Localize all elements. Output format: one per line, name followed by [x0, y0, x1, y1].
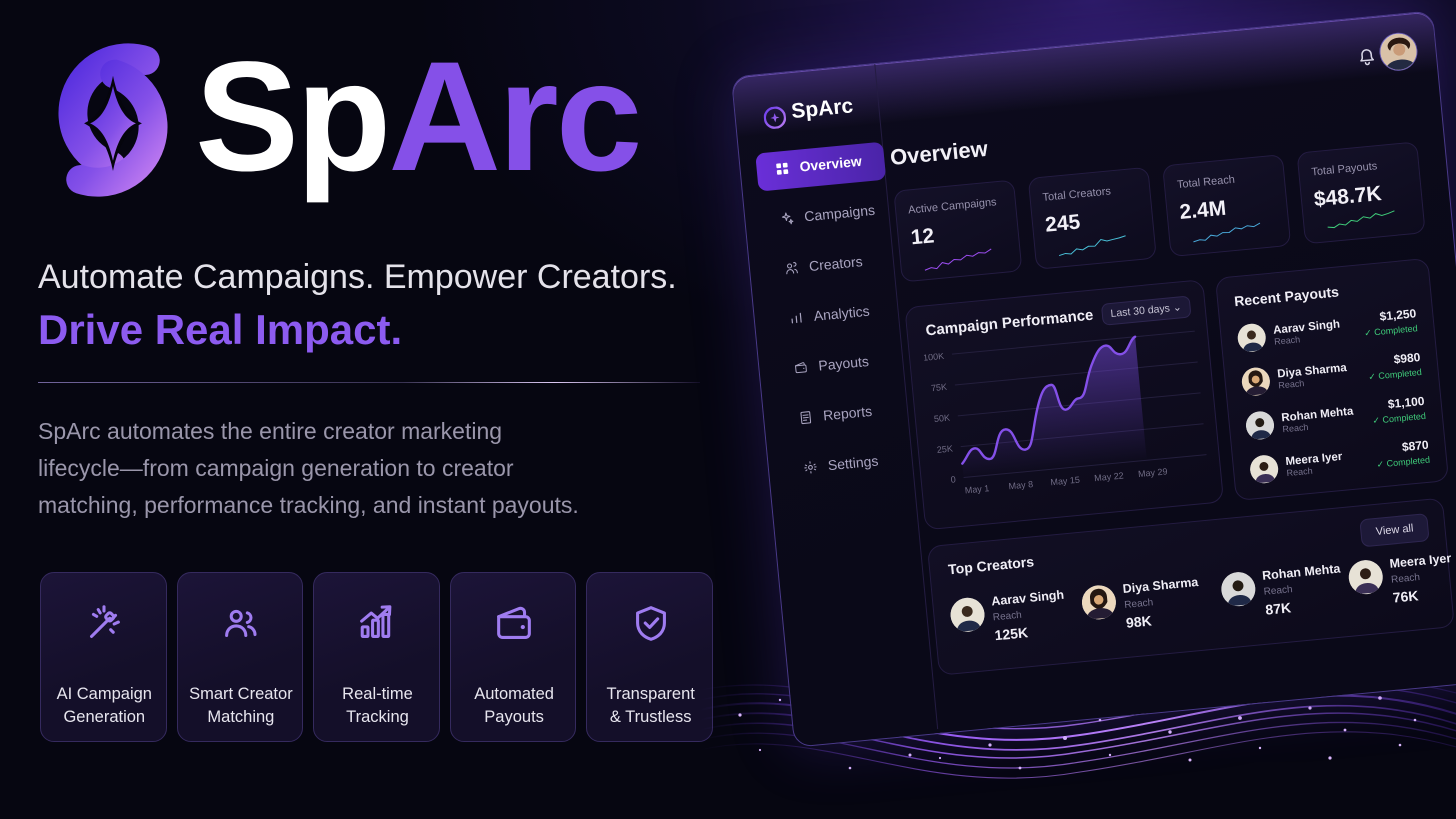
- svg-text:50K: 50K: [933, 413, 950, 424]
- svg-text:May 1: May 1: [964, 483, 989, 495]
- svg-text:May 15: May 15: [1050, 475, 1080, 488]
- svg-text:May 22: May 22: [1094, 470, 1124, 483]
- svg-text:0: 0: [950, 474, 956, 484]
- svg-text:75K: 75K: [931, 382, 948, 393]
- svg-text:100K: 100K: [924, 351, 945, 363]
- svg-text:25K: 25K: [936, 443, 953, 454]
- svg-text:May 8: May 8: [1008, 479, 1033, 491]
- svg-text:May 29: May 29: [1138, 466, 1168, 479]
